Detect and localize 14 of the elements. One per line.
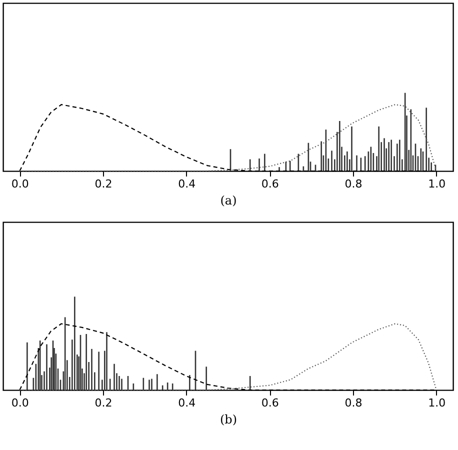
x-tick-label: 0.2: [94, 396, 112, 410]
x-tick-label: 1.0: [428, 178, 446, 190]
x-tick-label: 0.8: [344, 396, 362, 410]
x-axis-title: (b): [220, 412, 238, 426]
x-tick-label: 0.4: [178, 178, 196, 190]
x-tick-label: 0.6: [261, 396, 279, 410]
x-tick-label: 0.0: [11, 178, 29, 190]
x-axis-title: (a): [220, 194, 237, 208]
x-tick-label: 0.4: [178, 396, 196, 410]
x-tick-label: 1.0: [428, 396, 446, 410]
x-tick-label: 0.2: [94, 178, 112, 190]
x-tick-label: 0.0: [11, 396, 29, 410]
x-tick-label: 0.8: [344, 178, 362, 190]
x-tick-label: 0.6: [261, 178, 279, 190]
